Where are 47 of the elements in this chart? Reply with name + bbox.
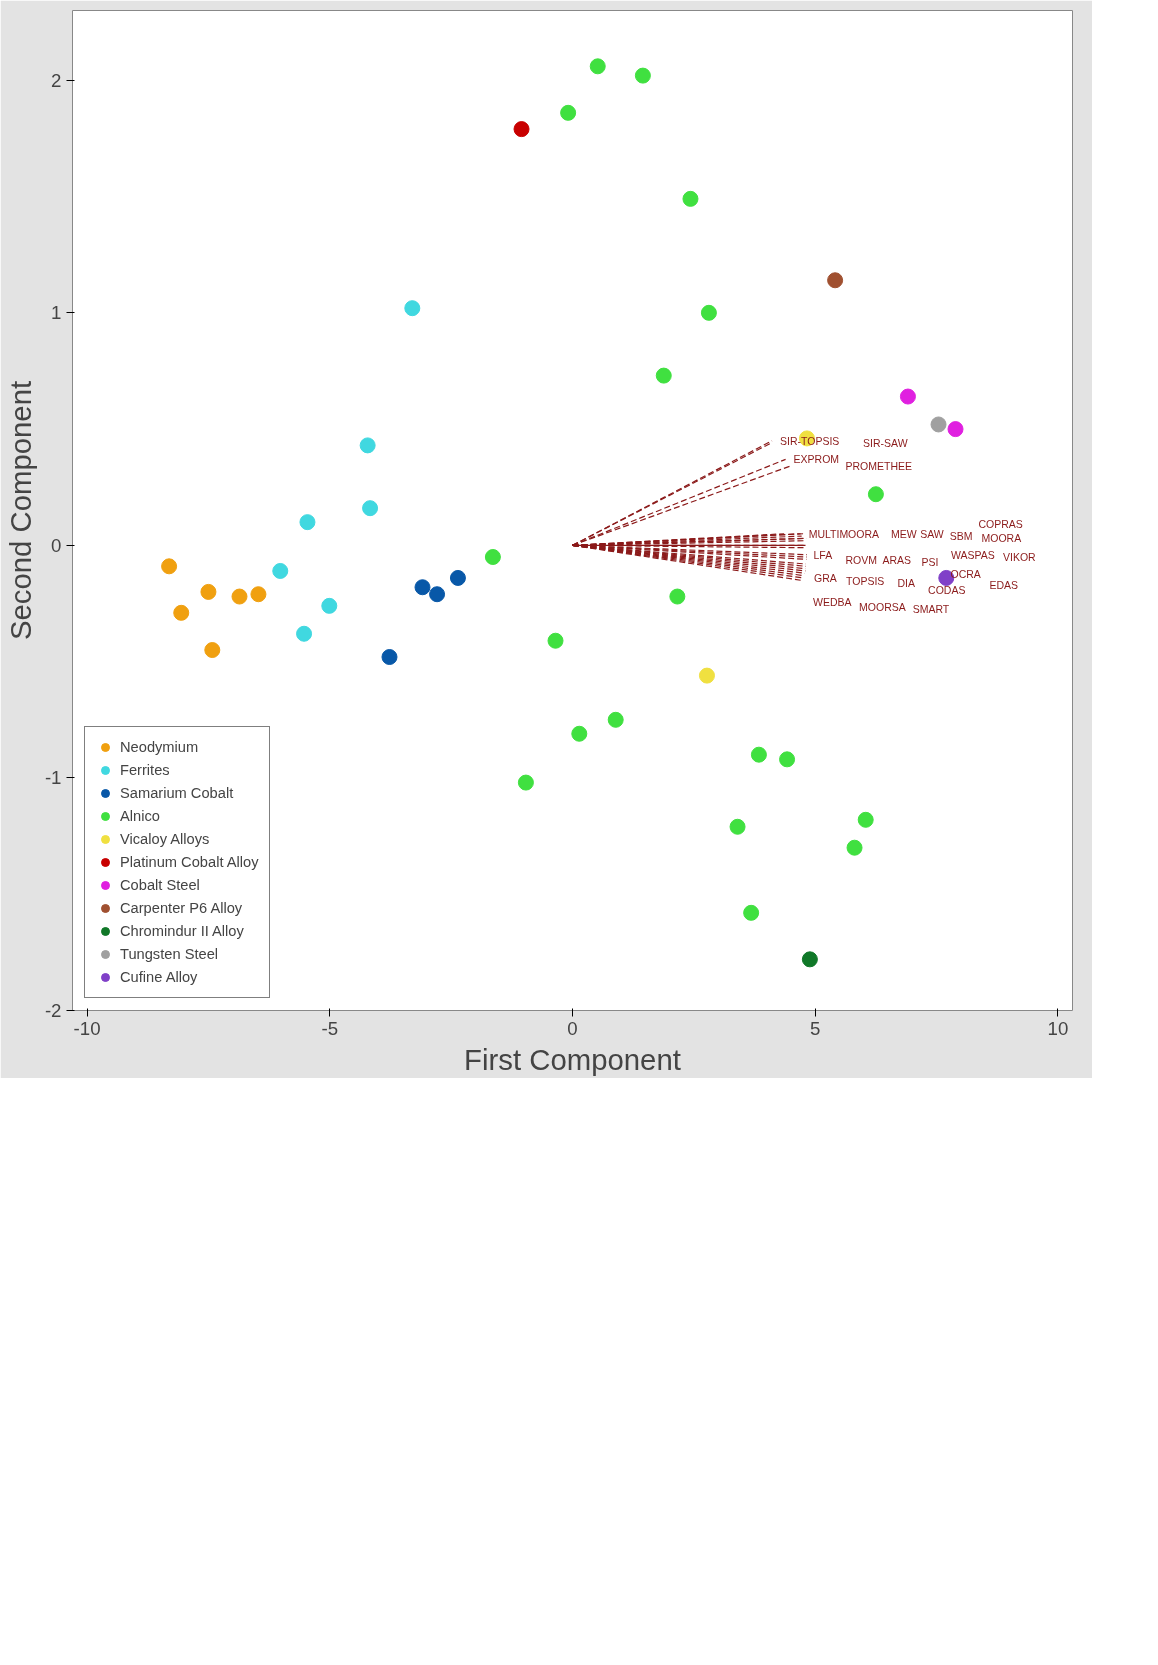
y-tick-label: 2 (51, 69, 62, 91)
legend-label: Ferrites (120, 762, 170, 778)
text: PSI (921, 556, 939, 569)
x-tick-label: 5 (810, 1017, 821, 1039)
text: ARAS (882, 553, 912, 566)
text: TOPSIS (846, 574, 885, 587)
legend-label: Carpenter P6 Alloy (120, 900, 243, 916)
text: SAW (920, 527, 944, 540)
x-tick-label: 10 (1047, 1017, 1069, 1039)
text: WASPAS (950, 548, 995, 561)
text: EDAS (989, 579, 1019, 592)
text: SBM (949, 530, 973, 543)
text: SIR-SAW (863, 437, 908, 450)
y-tick-label: -2 (44, 1000, 62, 1021)
text: VIKOR (1002, 551, 1037, 564)
legend-label: Samarium Cobalt (120, 785, 234, 801)
text: PROMETHEE (845, 460, 913, 473)
x-tick-label: -5 (321, 1017, 339, 1039)
text: DIA (897, 577, 916, 590)
text: MEW (891, 527, 917, 540)
y-tick-label: 1 (51, 302, 62, 324)
legend-label: Chromindur II Alloy (120, 923, 244, 939)
text: OCRA (950, 567, 981, 580)
legend-label: Vicaloy Alloys (120, 831, 210, 847)
legend-label: Cufine Alloy (120, 969, 198, 985)
x-tick-label: -10 (73, 1017, 101, 1039)
text: CODAS (928, 584, 966, 597)
legend-label: Alnico (120, 808, 160, 824)
text: WEDBA (813, 596, 852, 609)
series-label: GRA (814, 572, 837, 585)
y-tick-label: -1 (44, 767, 62, 789)
text: COPRAS (978, 517, 1023, 530)
series-label: LFA (813, 549, 833, 562)
text: SMART (912, 603, 950, 616)
series-label: EXPROM (793, 453, 840, 466)
text: MOORSA (859, 600, 906, 613)
legend-label: Tungsten Steel (120, 946, 219, 962)
y-axis-title: Second Component (3, 380, 37, 641)
y-tick-label: 0 (51, 534, 62, 556)
x-tick-label: 0 (567, 1017, 578, 1039)
legend-label: Cobalt Steel (120, 877, 200, 893)
legend-label: Platinum Cobalt Alloy (120, 854, 259, 870)
legend-label: Neodymium (120, 739, 199, 755)
text: MOORA (981, 532, 1022, 545)
x-axis-title: First Component (464, 1042, 681, 1076)
text: ROVM (845, 553, 878, 566)
series-label: MULTIMOORA (808, 527, 880, 540)
